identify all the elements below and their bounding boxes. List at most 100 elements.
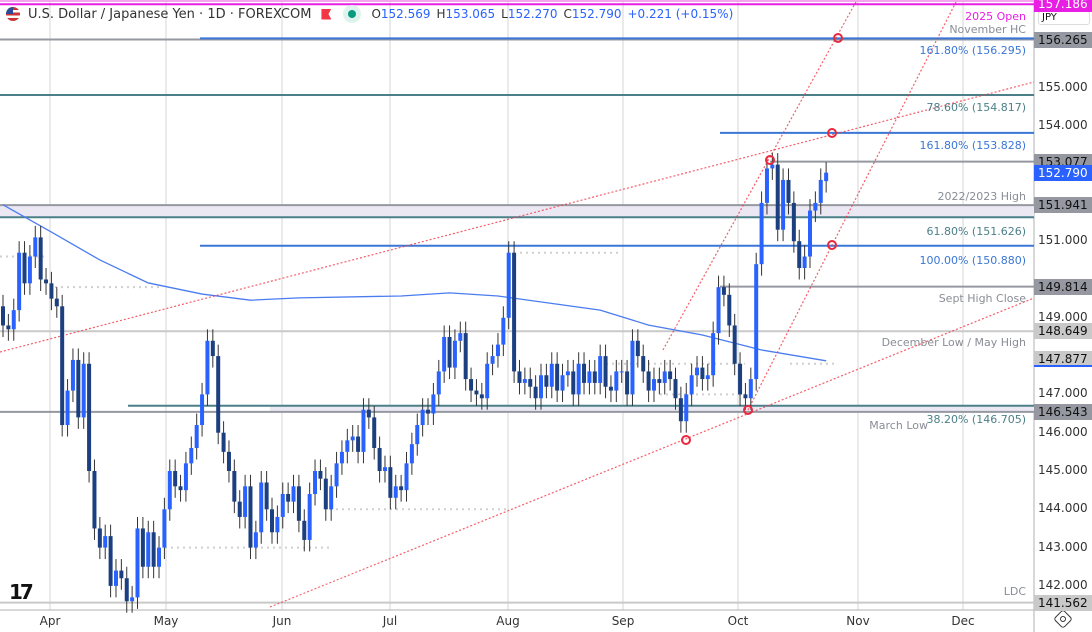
x-tick-label: Dec [951,614,975,628]
candle [178,474,183,502]
trendline [662,0,858,351]
candle-body [436,371,441,395]
x-tick-label: Nov [846,614,870,628]
candle [431,382,436,426]
pivot-circle-marker [827,128,837,138]
x-tick-label: Oct [727,614,749,628]
candle-body [533,386,538,399]
candle-body [248,486,253,548]
candle [157,536,162,579]
candle-body [183,463,188,491]
candle [458,321,463,353]
level-label: November HC [949,22,1026,36]
level-label: December Low / May High [881,336,1026,350]
candle [92,459,97,540]
candle [280,482,285,529]
candle-body [657,379,662,383]
candle-body [522,379,527,383]
candle-body [635,340,640,357]
candle [49,271,54,311]
candle [1,294,5,337]
candle [781,168,786,242]
trendline [747,0,958,411]
candle [291,474,296,514]
currency-button[interactable]: JPY [1038,11,1090,25]
candle [797,229,802,280]
candle [544,363,549,399]
candle-body [452,340,457,368]
candle [791,191,796,253]
candle-body [474,390,479,395]
y-tick-label: 145.000 [1038,463,1088,477]
candle [399,474,404,502]
candle [522,367,527,395]
candle [549,352,554,399]
candle-body [447,336,452,368]
candle [286,482,291,514]
candle-body [388,467,393,498]
candle [151,520,156,579]
candle-body [431,394,436,414]
trendline [269,297,1035,608]
red-flag-icon[interactable] [321,8,332,20]
candle [313,459,318,506]
candle-body [65,390,70,426]
candle-body [329,486,334,510]
candle-body [275,516,280,533]
candle-body [173,471,178,487]
candle-body [824,172,829,182]
y-tick-label: 143.000 [1038,539,1088,554]
candle-body [345,440,350,452]
support-zone [270,405,1034,412]
candle-body [70,359,75,391]
candle-body [738,363,743,395]
candle-body [189,448,194,464]
candle-body [6,325,11,330]
candle-body [490,356,495,364]
candle-body [619,371,624,373]
candle [813,191,818,223]
candle-body [479,394,484,399]
candle [205,329,210,406]
candle-body [582,363,587,383]
candle [167,459,172,521]
tradingview-logo[interactable]: 17 [9,580,34,604]
level-label: March Low [869,418,928,432]
y-tick-label: 144.000 [1038,501,1088,516]
candle [210,329,215,368]
price-axis-label: 149.814 [1034,278,1092,295]
candle [200,382,205,437]
candle-body [571,371,576,395]
candle-body [813,202,818,211]
candle-body [194,425,199,449]
price-axis-label: 157.186 [1034,0,1092,13]
candle-body [684,394,689,422]
candle [119,559,124,590]
candle-body [296,486,301,521]
candle-body [732,325,737,364]
candle [738,352,743,406]
level-label: 100.00% (150.880) [919,253,1026,267]
x-tick-label: Jul [382,614,398,628]
candle-body [119,570,124,579]
candle-body [237,501,242,517]
level-label: LDC [1003,584,1026,598]
candle [555,352,560,403]
symbol-title[interactable]: U.S. Dollar / Japanese Yen · 1D · FOREXC… [28,6,312,22]
candle [657,367,662,395]
candle [576,352,581,406]
candle [732,313,737,376]
chart-header: U.S. Dollar / Japanese Yen · 1D · FOREXC… [0,0,739,28]
candle [824,162,829,193]
level-label: 161.80% (156.295) [919,44,1026,58]
candle [506,241,511,330]
price-axis-label: 141.562 [1034,594,1092,611]
candle-body [259,482,264,533]
candle-body [404,463,409,491]
x-tick-label: Aug [496,614,520,628]
candle [447,325,452,380]
candle [17,241,22,322]
candle-body [705,375,710,380]
candle [469,367,474,403]
